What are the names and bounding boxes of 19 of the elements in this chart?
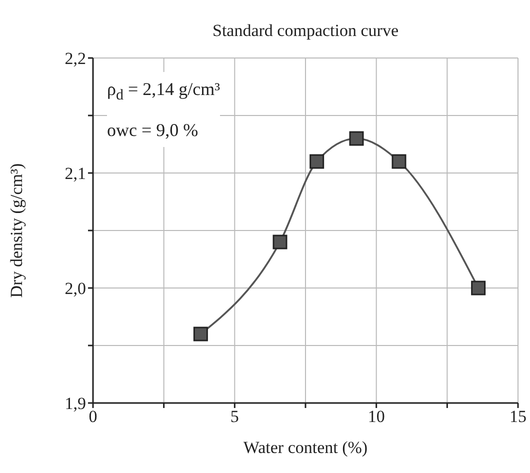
x-tick-label: 15: [510, 407, 526, 426]
point: [272, 234, 288, 250]
x-axis-title: Water content (%): [243, 438, 368, 457]
x-tick-label: 0: [88, 407, 98, 426]
annotation: ρ$_{d}$ = 2,14 g/cm³: [107, 78, 220, 106]
y-tick-label: 2,2: [64, 49, 86, 68]
point: [392, 154, 406, 169]
point: [349, 131, 364, 146]
annotation: owc = 9,0 %: [107, 118, 200, 142]
x-tick-label: 10: [368, 407, 385, 426]
y-tick-label: 2,1: [64, 164, 86, 184]
point: [310, 154, 324, 169]
point: [193, 326, 208, 342]
point: [471, 280, 486, 296]
chart-title: Standard compaction curve: [212, 21, 398, 40]
x-tick-label: 5: [230, 407, 239, 426]
y-tick-label: 2,0: [64, 279, 86, 298]
y-axis-title: Dry density (g/cm³): [7, 163, 26, 298]
y-tick-label: 1,9: [64, 394, 86, 414]
